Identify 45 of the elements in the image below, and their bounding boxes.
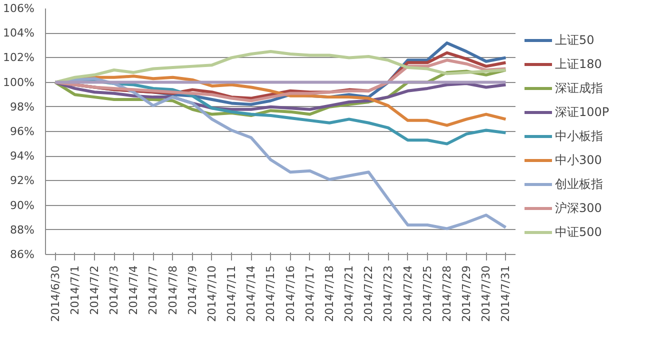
x-tick-label: 2014/7/17	[303, 265, 316, 322]
y-tick-label: 104%	[3, 26, 35, 40]
x-tick-label: 2014/7/1	[68, 265, 82, 315]
x-tick-label: 2014/7/8	[166, 265, 180, 315]
legend-label: 上证180	[555, 56, 602, 72]
legend-label: 创业板指	[555, 176, 603, 192]
y-tick-label: 86%	[10, 248, 35, 261]
x-tick-label: 2014/7/29	[460, 265, 474, 322]
x-tick-label: 2014/7/18	[322, 265, 336, 322]
x-tick-label: 2014/7/22	[362, 265, 376, 322]
y-tick-label: 88%	[10, 223, 35, 236]
y-tick-label: 98%	[10, 100, 35, 114]
line-series	[54, 50, 508, 84]
legend-label: 沪深300	[555, 200, 602, 216]
x-tick-label: 2014/7/14	[244, 265, 258, 322]
x-tick-label: 2014/7/4	[127, 265, 140, 315]
legend-label: 中证500	[555, 224, 602, 240]
y-tick-label: 96%	[10, 125, 35, 138]
x-tick-label: 2014/7/23	[382, 265, 395, 322]
y-tick-label: 106%	[3, 2, 35, 15]
legend-label: 上证50	[555, 32, 594, 48]
x-tick-label: 2014/7/11	[225, 265, 238, 322]
legend-label: 中小板指	[555, 128, 603, 144]
x-tick-label: 2014/7/28	[440, 265, 454, 322]
x-tick-label: 2014/7/25	[420, 265, 434, 322]
x-tick-label: 2014/7/31	[499, 265, 512, 322]
x-tick-label: 2014/7/30	[480, 265, 493, 322]
legend-label: 深证成指	[555, 80, 603, 96]
y-tick-label: 100%	[3, 76, 35, 89]
x-tick-label: 2014/7/7	[146, 265, 160, 315]
x-tick-label: 2014/7/24	[401, 265, 414, 322]
x-tick-label: 2014/7/3	[108, 265, 121, 315]
x-tick-label: 2014/7/2	[88, 265, 101, 315]
legend-label: 中小300	[555, 152, 602, 168]
x-tick-label: 2014/7/9	[186, 265, 199, 315]
x-tick-label: 2014/7/21	[342, 265, 356, 322]
x-tick-label: 2014/6/30	[48, 265, 62, 322]
x-tick-label: 2014/7/16	[284, 265, 297, 322]
x-tick-label: 2014/7/10	[205, 265, 218, 322]
y-tick-label: 94%	[10, 150, 35, 163]
x-tick-label: 2014/7/15	[264, 265, 278, 322]
y-tick-label: 102%	[3, 51, 35, 64]
y-tick-label: 90%	[10, 198, 35, 212]
y-tick-label: 92%	[10, 174, 35, 188]
legend-label: 深证100P	[555, 104, 610, 120]
